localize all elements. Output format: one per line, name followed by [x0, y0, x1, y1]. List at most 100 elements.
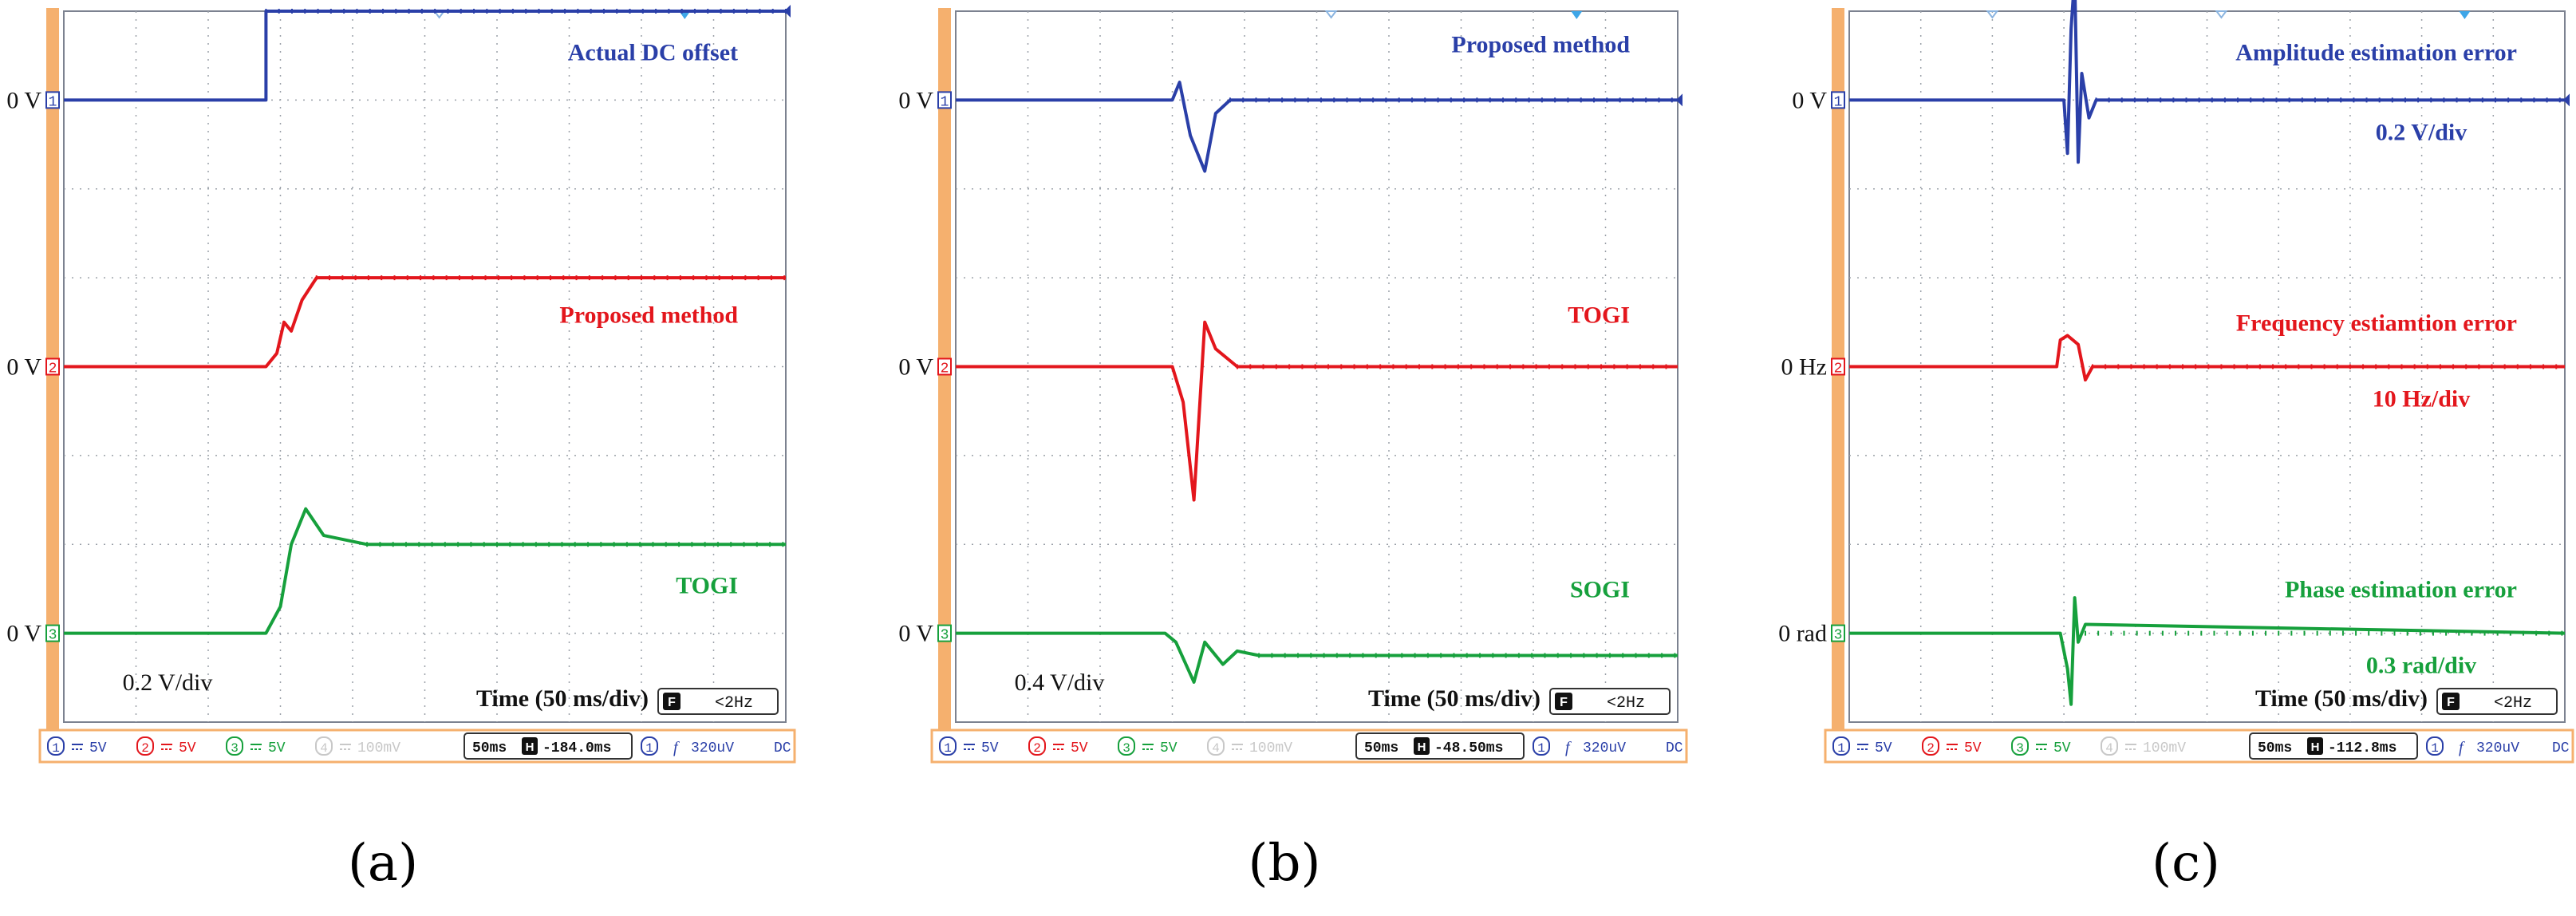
horizontal-offset-value: -112.8ms	[2328, 740, 2397, 756]
timebase-box	[464, 732, 633, 760]
volts-per-div-label: 0.4 V/div	[1015, 669, 1105, 696]
scope-svg-a: 1 0 V Actual DC offset 2 0 V Proposed method 3…	[6, 5, 796, 764]
ch1-end-marker	[784, 5, 791, 18]
timebase-value: 50ms	[472, 740, 507, 756]
trace-ripple	[265, 9, 787, 14]
trace-ripple	[2085, 630, 2563, 636]
zero-level-label: 0 V	[898, 354, 933, 381]
horizontal-position-icon	[1414, 737, 1430, 755]
volts-per-div-label: 0.2 V/div	[123, 669, 213, 696]
scope-panel-c: 1 0 V Amplitude estimation error 0.2 V/div 2…	[1763, 0, 2576, 916]
status-channel-volts: 5V	[268, 740, 286, 756]
trace-label: Phase estimation error	[2285, 577, 2517, 603]
status-channel-badge	[315, 736, 333, 756]
marker-number: 3	[941, 628, 949, 644]
trigger-level-value: 320uV	[691, 740, 734, 756]
status-channel-badge	[1118, 736, 1135, 756]
trace-label: Amplitude estimation error	[2235, 39, 2517, 65]
freq-filter-frame	[2436, 688, 2558, 715]
status-channel-volts: 5V	[2053, 740, 2071, 756]
coupling-value: DC	[774, 740, 791, 756]
marker-box	[45, 624, 60, 642]
coupling-value: DC	[2552, 740, 2570, 756]
marker-box	[1831, 91, 1845, 109]
trace-ripple	[366, 542, 784, 547]
status-channel-number: 1	[52, 741, 60, 756]
trace-label: SOGI	[1570, 577, 1630, 603]
status-channel-badge	[136, 736, 154, 756]
time-per-div-label: Time (50 ms/div)	[1368, 685, 1540, 712]
marker-box	[937, 624, 952, 642]
trace-proposed-method	[956, 81, 1678, 173]
scope-svg-c: 1 0 V Amplitude estimation error 0.2 V/div 2…	[1778, 0, 2574, 764]
trace-scale-label: 0.2 V/div	[2376, 119, 2467, 145]
status-bar: 1 5V 2 5V 3 5V 4 100mV 50ms H -48.50ms 1 f 320uV DC	[930, 728, 1688, 764]
ch1-end-marker	[2563, 93, 2570, 107]
status-channel-badge	[1922, 736, 1939, 756]
status-channel-volts: 100mV	[357, 740, 400, 756]
scope-svg-b: 1 0 V Proposed method 2 0 V TOGI 3 0 V SOGI 0.4 V…	[898, 8, 1688, 764]
trace-ripple	[2095, 97, 2561, 103]
status-channel-volts: 5V	[1071, 740, 1088, 756]
freq-filter-frame	[1549, 688, 1671, 715]
status-channel-volts: 100mV	[1249, 740, 1292, 756]
trace-proposed-method	[64, 276, 786, 369]
horizontal-offset-value: -48.50ms	[1434, 740, 1503, 756]
status-channel-number: 4	[2105, 741, 2113, 756]
trigger-level-value: 320uV	[2476, 740, 2519, 756]
horizontal-offset-value: -184.0ms	[542, 740, 611, 756]
channel-2-marker: 2	[1831, 357, 1845, 377]
status-channel-volts: 5V	[1875, 740, 1892, 756]
status-channel-volts: 5V	[1964, 740, 1982, 756]
zero-level-label: 0 V	[1792, 87, 1827, 113]
marker-box	[937, 357, 952, 376]
status-bar-frame	[1824, 728, 2574, 764]
status-bar: 1 5V 2 5V 3 5V 4 100mV 50ms H -184.0ms 1 f 320uV DC	[38, 728, 796, 764]
caption-c: (c)	[2152, 834, 2220, 893]
trace-phase-estimation-error	[1849, 596, 2566, 706]
trigger-position-icon	[1324, 10, 1338, 19]
trace-frequency-estiamtion-error	[1849, 334, 2565, 382]
trace-label: TOGI	[1568, 302, 1630, 329]
marker-number: 2	[941, 361, 949, 377]
trace-ripple	[1229, 97, 1673, 103]
filter-icon-letter: F	[1560, 696, 1568, 709]
status-bar-frame	[38, 728, 796, 764]
status-channel-badge	[1207, 736, 1225, 756]
trace-sogi	[956, 631, 1678, 684]
status-channel-number: 1	[944, 741, 952, 756]
status-channel-number: 3	[1122, 741, 1130, 756]
time-per-div-label: Time (50 ms/div)	[476, 685, 649, 712]
trigger-slope-icon: f	[2459, 739, 2465, 756]
trigger-channel-number: 1	[2431, 741, 2439, 756]
trace-label: Actual DC offset	[568, 39, 738, 65]
horizontal-position-icon	[522, 737, 538, 755]
trigger-point-icon	[1571, 11, 1583, 19]
status-bar-frame	[930, 728, 1688, 764]
time-per-div-label: Time (50 ms/div)	[2255, 685, 2428, 712]
status-channel-number: 1	[1837, 741, 1845, 756]
status-channel-number: 2	[141, 741, 149, 756]
status-channel-number: 2	[1927, 741, 1935, 756]
status-channel-number: 4	[320, 741, 328, 756]
trigger-position-icon	[1986, 10, 1999, 19]
trace-scale-label: 0.3 rad/div	[2366, 653, 2476, 679]
freq-filter-box: F <2Hz	[1549, 688, 1671, 715]
zero-level-label: 0 V	[898, 621, 933, 647]
freq-limit-value: <2Hz	[715, 694, 753, 713]
status-channel-number: 3	[231, 741, 239, 756]
trace-togi	[64, 507, 786, 635]
channel-1-marker: 1	[1831, 91, 1845, 110]
trigger-channel-number: 1	[645, 741, 653, 756]
status-channel-volts: 100mV	[2143, 740, 2186, 756]
trigger-channel-number: 1	[1537, 741, 1545, 756]
trace-label: TOGI	[676, 573, 738, 599]
trace-label: Frequency estiamtion error	[2236, 310, 2517, 337]
marker-number: 2	[1834, 361, 1843, 377]
status-channel-badge	[939, 736, 957, 756]
marker-box	[937, 91, 952, 109]
trace-label: Proposed method	[559, 302, 738, 329]
scope-panel-a: 1 0 V Actual DC offset 2 0 V Proposed method 3…	[0, 0, 798, 916]
filter-icon-letter: F	[668, 696, 676, 709]
timebase-value: 50ms	[2258, 740, 2292, 756]
